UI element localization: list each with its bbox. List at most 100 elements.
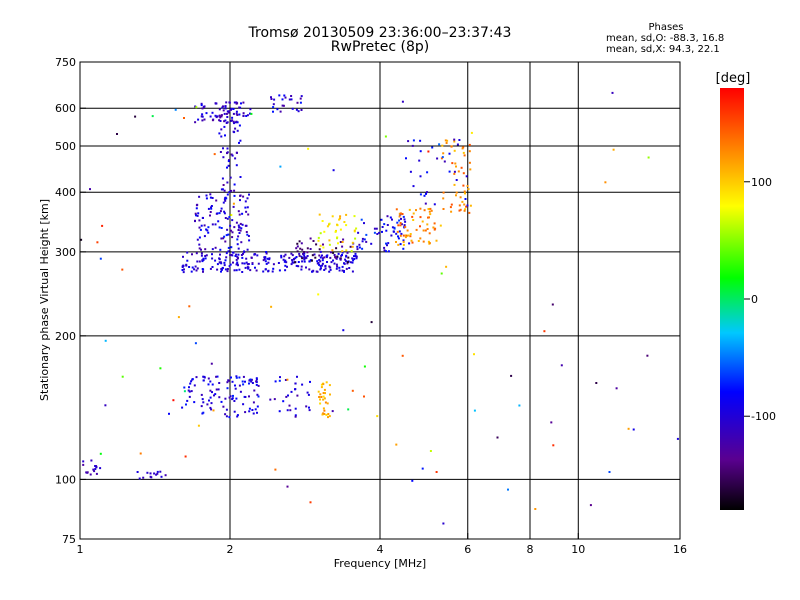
data-point: [226, 193, 229, 196]
data-point: [226, 152, 228, 155]
data-point: [341, 254, 343, 256]
data-point: [318, 263, 321, 266]
data-point: [311, 254, 314, 257]
data-point: [232, 130, 235, 133]
data-point: [235, 112, 238, 115]
data-point: [608, 471, 611, 473]
y-tick-label: 75: [62, 533, 76, 546]
data-point: [201, 119, 204, 122]
data-point: [294, 382, 297, 385]
data-point: [228, 396, 231, 399]
data-point: [203, 118, 206, 121]
data-point: [185, 264, 188, 267]
data-point: [101, 224, 104, 227]
data-point: [330, 261, 333, 264]
data-point: [402, 243, 405, 246]
y-tick-label: 300: [55, 246, 76, 259]
data-point: [295, 247, 298, 250]
data-point: [95, 466, 98, 469]
data-point: [236, 114, 239, 116]
data-point: [247, 266, 250, 269]
data-point: [255, 269, 258, 272]
data-point: [239, 194, 242, 197]
data-point: [220, 135, 223, 138]
data-point: [219, 116, 222, 119]
data-point: [207, 207, 210, 210]
data-point: [319, 402, 322, 405]
data-point: [188, 386, 190, 389]
data-point: [402, 215, 405, 218]
data-point: [346, 251, 349, 254]
data-point: [455, 194, 457, 197]
data-point: [344, 258, 347, 261]
data-point: [290, 95, 293, 97]
data-point: [246, 248, 249, 251]
data-point: [345, 249, 348, 252]
data-point: [332, 169, 335, 172]
data-point: [442, 152, 445, 155]
data-point: [441, 144, 444, 147]
data-point: [237, 210, 240, 213]
data-point: [230, 229, 233, 232]
data-point: [186, 251, 189, 254]
data-point: [197, 424, 200, 427]
data-point: [427, 150, 430, 153]
data-point: [353, 258, 356, 260]
data-point: [251, 382, 254, 384]
data-point: [195, 214, 197, 217]
x-tick-label: 8: [527, 543, 534, 556]
data-point: [250, 380, 253, 383]
data-point: [301, 383, 304, 386]
data-point: [219, 120, 222, 122]
data-point: [202, 259, 205, 261]
data-point: [222, 405, 225, 408]
data-point: [96, 241, 99, 244]
data-point: [339, 258, 342, 261]
data-point: [337, 242, 339, 245]
data-point: [218, 258, 221, 261]
data-point: [226, 181, 229, 184]
data-point: [201, 113, 204, 116]
data-point: [352, 259, 355, 262]
data-point: [151, 115, 154, 118]
data-point: [402, 247, 405, 250]
data-point: [312, 269, 315, 272]
data-point: [218, 382, 221, 384]
data-point: [465, 205, 468, 208]
data-point: [295, 256, 298, 258]
data-point: [300, 255, 303, 258]
data-point: [269, 398, 272, 401]
y-tick-label: 600: [55, 102, 76, 115]
data-point: [464, 208, 467, 211]
data-point: [315, 243, 318, 246]
data-point: [221, 268, 223, 271]
data-point: [407, 234, 410, 237]
data-point: [318, 254, 321, 257]
data-point: [300, 109, 303, 111]
data-point: [198, 260, 201, 263]
data-point: [305, 266, 307, 269]
data-point: [335, 247, 338, 250]
data-point: [201, 268, 204, 270]
data-point: [339, 241, 342, 243]
data-point: [507, 488, 509, 491]
data-point: [289, 409, 292, 412]
data-point: [273, 398, 276, 401]
data-point: [86, 471, 89, 474]
data-point: [453, 140, 456, 143]
data-point: [233, 189, 236, 192]
data-point: [262, 259, 265, 262]
data-point: [104, 404, 107, 407]
data-point: [355, 257, 358, 260]
data-point: [336, 265, 339, 268]
data-point: [225, 252, 228, 255]
data-point: [469, 204, 472, 207]
data-point: [183, 117, 185, 119]
data-point: [194, 342, 197, 345]
data-point: [399, 234, 402, 237]
data-point: [431, 146, 434, 149]
data-point: [317, 293, 320, 296]
data-point: [121, 268, 124, 271]
data-point: [200, 393, 203, 396]
data-point: [319, 265, 322, 268]
